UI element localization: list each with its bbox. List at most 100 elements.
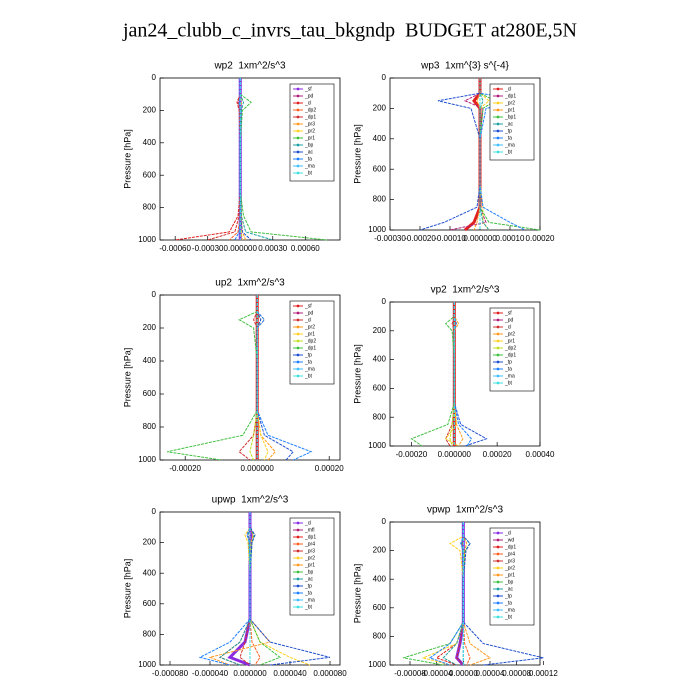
legend-marker xyxy=(496,136,500,140)
y-tick-label: 0 xyxy=(382,297,387,306)
legend-label: _dp1 xyxy=(504,544,516,550)
legend-label: _wd xyxy=(504,537,514,543)
legend-label: _pr1 xyxy=(304,331,315,337)
legend-marker xyxy=(496,587,500,591)
legend-label: _cl xyxy=(304,520,311,526)
legend-label: _pr1 xyxy=(504,338,515,344)
legend-marker xyxy=(496,325,500,329)
series-group xyxy=(403,522,544,667)
y-tick-label: 200 xyxy=(143,323,157,332)
legend-marker xyxy=(496,122,500,126)
legend-marker xyxy=(496,374,500,378)
y-tick-label: 600 xyxy=(373,164,387,173)
legend-marker xyxy=(496,615,500,619)
x-tick-label: -0.00020 xyxy=(404,234,436,243)
legend-label: _tp xyxy=(504,128,512,134)
legend-marker xyxy=(296,101,300,105)
legend-label: _ta xyxy=(304,156,312,162)
legend-marker xyxy=(296,157,300,161)
legend-marker xyxy=(496,601,500,605)
panel-title: up2 1xm^2/s^3 xyxy=(215,278,285,289)
y-tick-label: 200 xyxy=(373,546,387,555)
legend-marker xyxy=(296,563,300,567)
profile-line xyxy=(462,522,492,666)
legend-label: _pd xyxy=(304,310,314,316)
legend-label: _ma xyxy=(304,597,315,603)
y-tick-label: 200 xyxy=(143,106,157,115)
legend-marker xyxy=(496,311,500,315)
legend-label: _bt xyxy=(504,149,513,155)
legend-label: _bp xyxy=(504,579,514,585)
panel-title: vpwp 1xm^2/s^3 xyxy=(427,505,504,516)
profile-line xyxy=(410,302,455,447)
legend-label: _dp1 xyxy=(304,345,316,351)
y-tick-label: 200 xyxy=(373,326,387,335)
legend-label: _ma xyxy=(504,607,515,613)
x-tick-label: 0.00030 xyxy=(258,244,287,253)
profile-line xyxy=(239,78,273,241)
legend-marker xyxy=(296,318,300,322)
y-tick-label: 800 xyxy=(143,203,157,212)
legend-label: _bt xyxy=(304,170,313,176)
legend-label: _bt xyxy=(304,604,313,610)
y-tick-label: 600 xyxy=(143,170,157,179)
x-tick-label: 0.00020 xyxy=(526,234,555,243)
legend-marker xyxy=(496,545,500,549)
legend-marker xyxy=(296,535,300,539)
y-axis-label: Pressure [hPa] xyxy=(352,344,362,404)
legend-marker xyxy=(296,584,300,588)
legend-label: _dp1 xyxy=(504,93,516,99)
x-tick-label: 0.000000 xyxy=(463,234,497,243)
legend-label: _bt xyxy=(504,380,513,386)
x-tick-label: 0.00004 xyxy=(476,669,505,678)
x-tick-label: 0.00060 xyxy=(291,244,320,253)
legend-label: _bp xyxy=(304,142,314,148)
legend-marker xyxy=(496,346,500,350)
legend-marker xyxy=(496,108,500,112)
legend-label: _pr4 xyxy=(504,551,515,557)
profile-line xyxy=(428,522,464,666)
legend-label: _pr2 xyxy=(504,565,515,571)
y-tick-label: 0 xyxy=(152,73,157,82)
x-tick-label: 0.000000 xyxy=(241,464,275,473)
profile-line xyxy=(249,512,331,666)
y-tick-label: 600 xyxy=(373,384,387,393)
legend-label: _bp xyxy=(304,569,314,575)
legend-label: _bt xyxy=(504,614,513,620)
legend-label: _ma xyxy=(304,366,315,372)
x-tick-label: -0.00030 xyxy=(192,244,224,253)
legend-label: _pr2 xyxy=(304,128,315,134)
x-tick-label: 0.00000 xyxy=(449,669,478,678)
legend-marker xyxy=(296,108,300,112)
x-tick-label: 0.000000 xyxy=(224,244,258,253)
y-axis-label: Pressure [hPa] xyxy=(122,559,132,619)
legend-marker xyxy=(296,332,300,336)
legend-label: _cl xyxy=(304,100,311,106)
profile-line xyxy=(167,295,258,461)
legend-marker xyxy=(496,381,500,385)
legend-label: _ma xyxy=(304,163,315,169)
plot-frame xyxy=(159,77,341,241)
x-tick-label: 0.00010 xyxy=(496,234,525,243)
legend-marker xyxy=(496,115,500,119)
legend-marker xyxy=(296,591,300,595)
y-tick-label: 400 xyxy=(143,356,157,365)
y-axis-label: Pressure [hPa] xyxy=(352,564,362,624)
y-tick-label: 800 xyxy=(143,422,157,431)
y-tick-label: 400 xyxy=(373,355,387,364)
legend-marker xyxy=(296,94,300,98)
legend-marker xyxy=(496,87,500,91)
legend-marker xyxy=(296,311,300,315)
panel-title: vp2 1xm^2/s^3 xyxy=(431,285,500,296)
legend-marker xyxy=(296,353,300,357)
legend-label: _dp1 xyxy=(504,352,516,358)
plot-frame xyxy=(389,301,541,447)
y-tick-label: 0 xyxy=(152,290,157,299)
x-tick-label: -0.000080 xyxy=(152,669,189,678)
legend-marker xyxy=(296,556,300,560)
profile-line xyxy=(421,522,464,666)
y-axis-label: Pressure [hPa] xyxy=(122,348,132,408)
legend-label: _cl xyxy=(504,86,511,92)
y-tick-label: 1000 xyxy=(368,660,386,669)
legend-label: _ac xyxy=(504,121,514,127)
